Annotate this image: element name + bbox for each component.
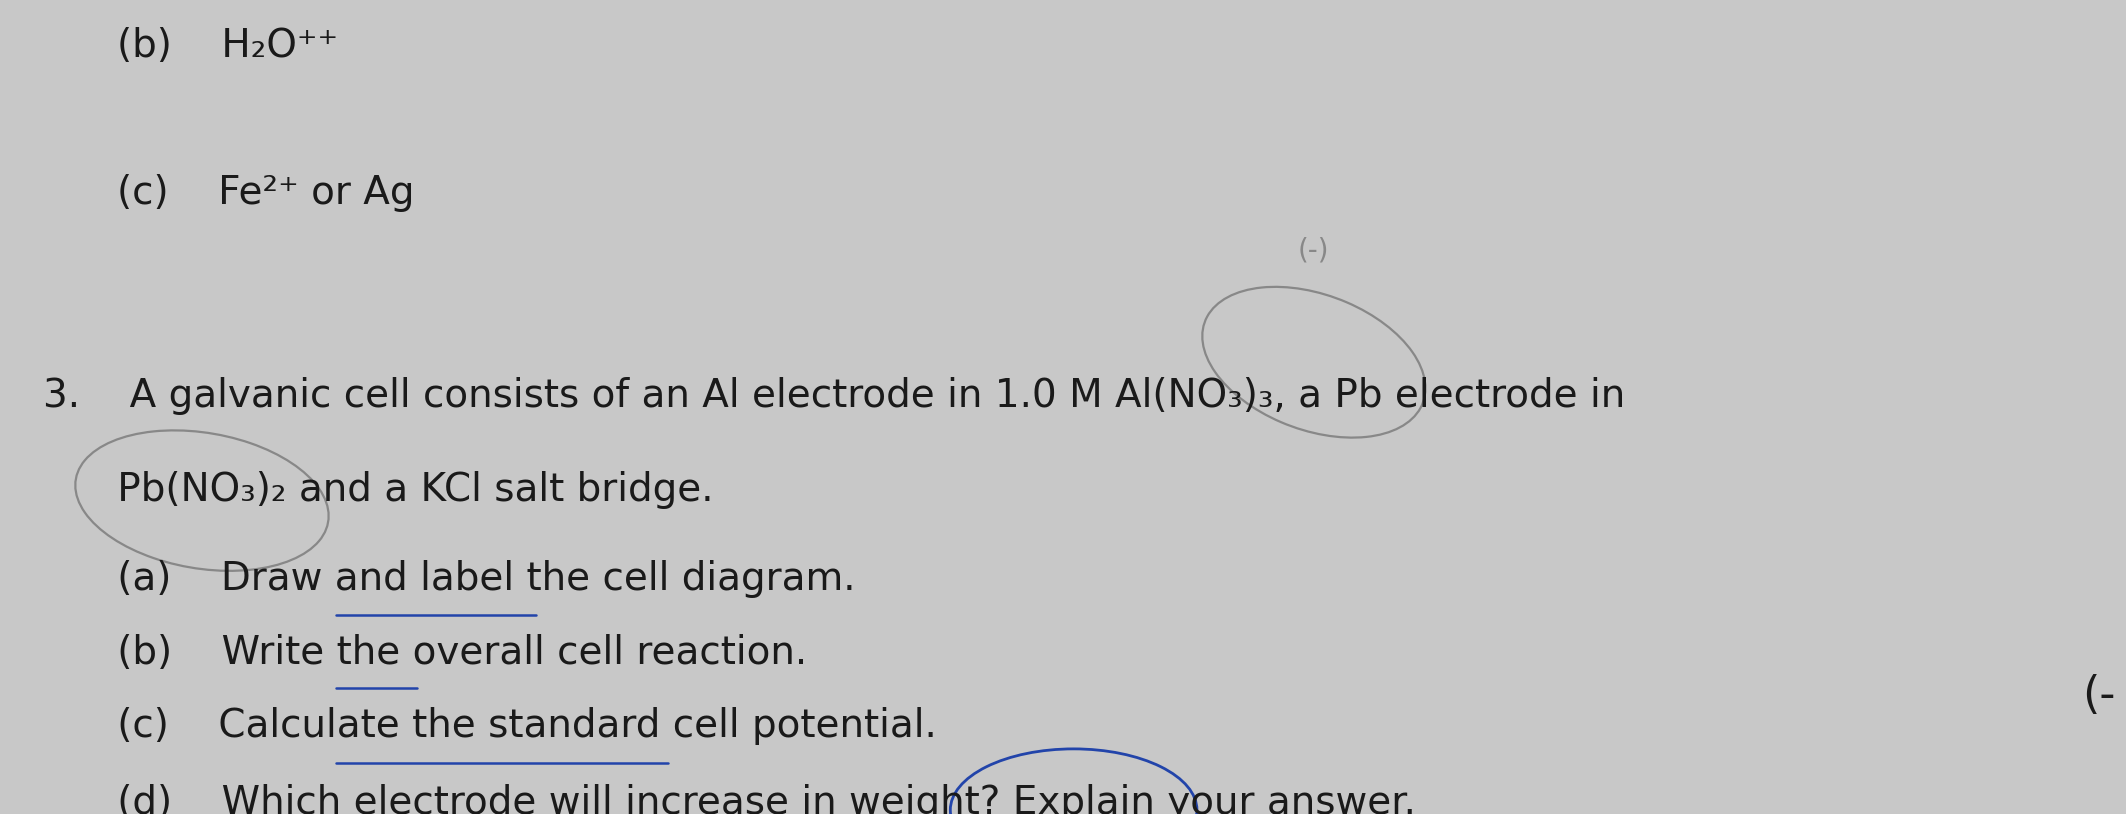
- Text: (d)    Which electrode will increase in weight? Explain your answer.: (d) Which electrode will increase in wei…: [43, 784, 1416, 814]
- Text: (-): (-): [1299, 237, 1329, 265]
- Text: (c)    Fe²⁺ or Ag: (c) Fe²⁺ or Ag: [117, 173, 415, 212]
- Text: (a)    Draw and label the cell diagram.: (a) Draw and label the cell diagram.: [43, 560, 855, 598]
- Text: Pb(NO₃)₂ and a KCl salt bridge.: Pb(NO₃)₂ and a KCl salt bridge.: [43, 470, 712, 509]
- Text: (b)    H₂O⁺⁺: (b) H₂O⁺⁺: [117, 27, 338, 65]
- Text: 3.    A galvanic cell consists of an Al electrode in 1.0 M Al(NO₃)₃, a Pb electr: 3. A galvanic cell consists of an Al ele…: [43, 377, 1624, 415]
- Text: (-: (-: [2081, 675, 2115, 717]
- Text: (b)    Write the overall cell reaction.: (b) Write the overall cell reaction.: [43, 633, 806, 672]
- Text: (c)    Calculate the standard cell potential.: (c) Calculate the standard cell potentia…: [43, 707, 935, 745]
